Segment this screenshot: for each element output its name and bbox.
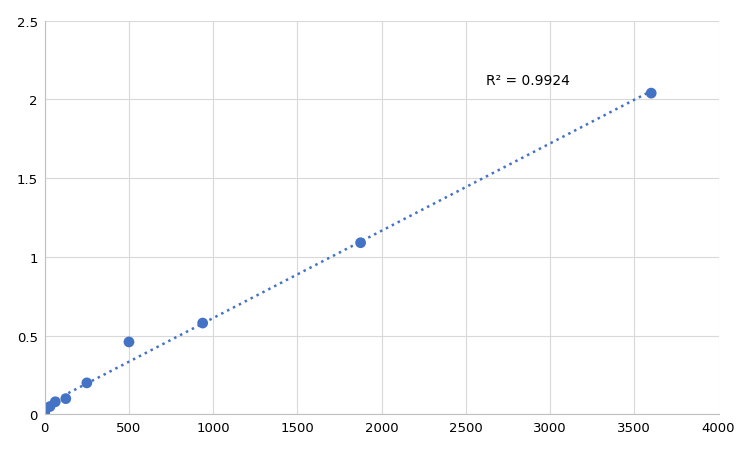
Point bbox=[80, 379, 92, 387]
Point bbox=[197, 320, 209, 327]
Point bbox=[44, 403, 56, 410]
Point bbox=[59, 395, 71, 402]
Point bbox=[38, 410, 50, 417]
Text: R² = 0.9924: R² = 0.9924 bbox=[486, 74, 570, 87]
Point bbox=[355, 239, 367, 247]
Point bbox=[123, 339, 135, 346]
Point bbox=[645, 90, 657, 97]
Point bbox=[49, 398, 61, 405]
